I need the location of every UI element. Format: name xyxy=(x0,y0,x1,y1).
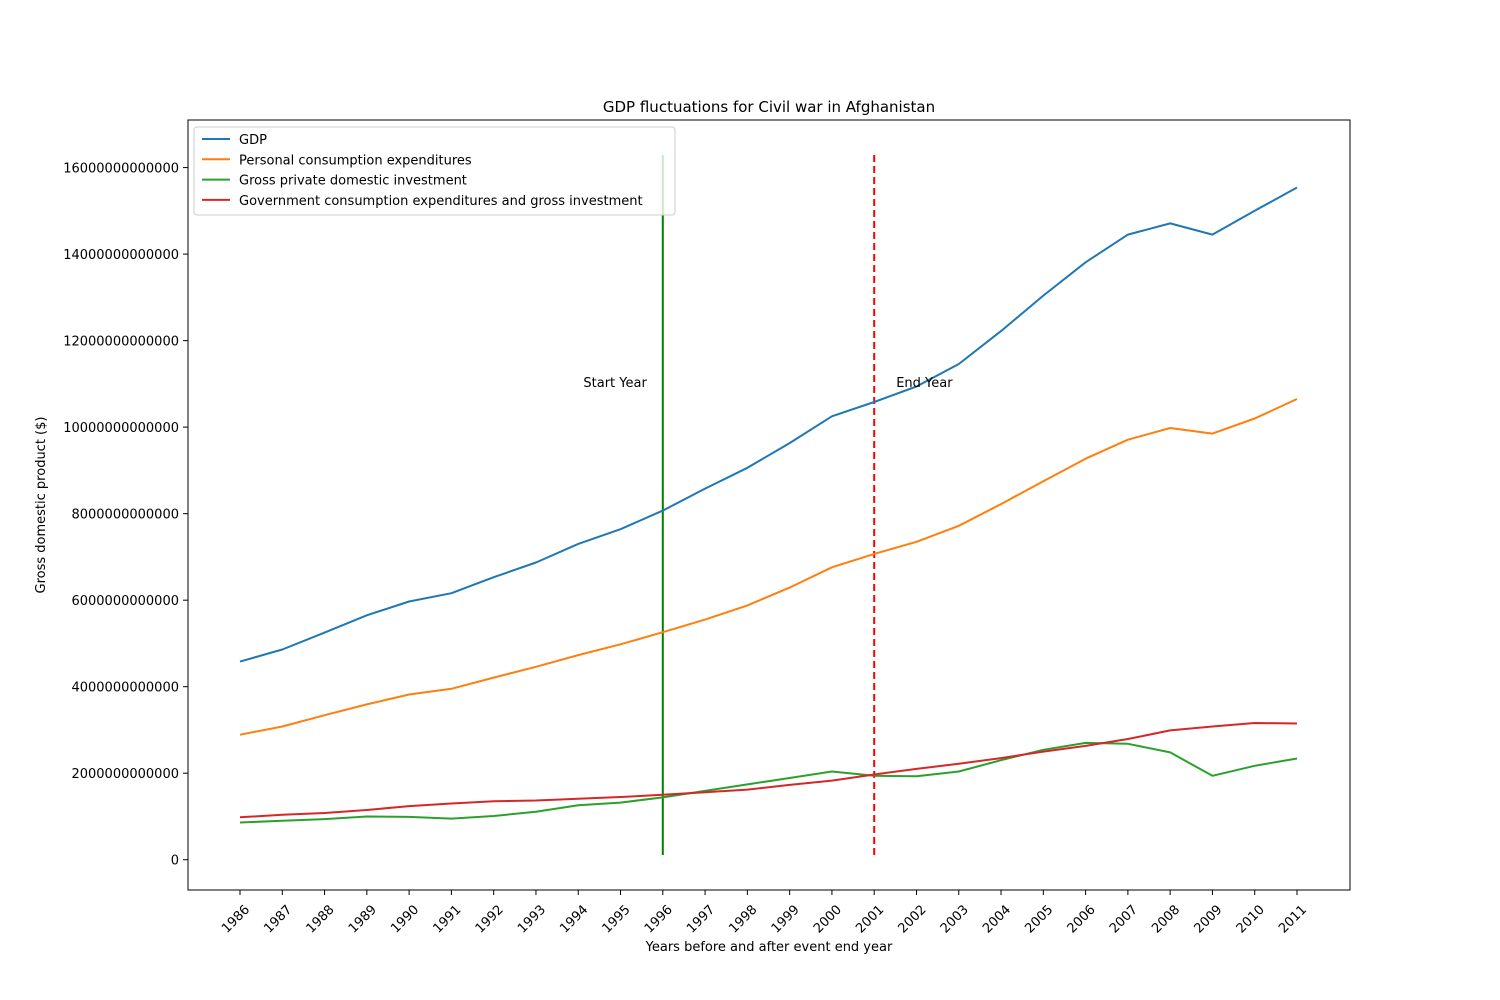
x-tick-label: 1990 xyxy=(388,902,422,936)
x-axis-label: Years before and after event end year xyxy=(645,940,893,955)
x-tick-label: 2001 xyxy=(853,902,887,936)
annotation-end-year: End Year xyxy=(896,376,953,391)
x-tick-label: 1999 xyxy=(769,902,803,936)
legend-label-2: Gross private domestic investment xyxy=(239,174,467,189)
y-tick-label: 10000000000000 xyxy=(63,421,179,436)
x-tick-label: 2002 xyxy=(896,902,930,936)
x-tick-label: 1986 xyxy=(219,902,253,936)
y-tick-label: 2000000000000 xyxy=(71,767,179,782)
legend: GDP Personal consumption expenditures Gros… xyxy=(193,126,676,216)
x-tick-label: 2006 xyxy=(1065,902,1099,936)
x-tick-label: 2004 xyxy=(980,902,1014,936)
series-line-0 xyxy=(239,186,1298,663)
x-tick-label: 2011 xyxy=(1276,902,1310,936)
y-tick-label: 8000000000000 xyxy=(71,508,179,523)
y-tick-label: 16000000000000 xyxy=(63,162,179,177)
series-line-1 xyxy=(239,398,1298,736)
x-tick-label: 2008 xyxy=(1149,902,1183,936)
x-tick-label: 1993 xyxy=(515,902,549,936)
x-tick-label: 1987 xyxy=(261,902,295,936)
y-tick-label: 0 xyxy=(171,854,179,869)
x-tick-label: 1992 xyxy=(473,902,507,936)
legend-label-0: GDP xyxy=(239,133,267,148)
x-tick-label: 1995 xyxy=(600,902,634,936)
y-axis: 0 2000000000000 4000000000000 6000000000000… xyxy=(63,162,188,869)
x-tick-label: 1998 xyxy=(726,902,760,936)
y-tick-label: 12000000000000 xyxy=(63,335,179,350)
plot-area: Start Year End Year xyxy=(239,155,1298,855)
x-tick-label: 2007 xyxy=(1107,902,1141,936)
y-tick-label: 14000000000000 xyxy=(63,248,179,263)
x-tick-label: 2003 xyxy=(938,902,972,936)
axes-frame xyxy=(187,119,1351,891)
y-tick-label: 4000000000000 xyxy=(71,681,179,696)
x-tick-label: 1996 xyxy=(642,902,676,936)
annotation-start-year: Start Year xyxy=(583,376,647,391)
x-tick-label: 2005 xyxy=(1022,902,1056,936)
legend-label-1: Personal consumption expenditures xyxy=(239,153,472,168)
x-axis: 1986 1987 1988 1989 1990 1991 1992 1993 1994 1995… xyxy=(219,890,1310,936)
x-tick-label: 2000 xyxy=(811,902,845,936)
series-line-2 xyxy=(239,741,1298,824)
legend-frame xyxy=(193,126,676,216)
chart-title: GDP fluctuations for Civil war in Afghan… xyxy=(603,98,935,116)
series-line-3 xyxy=(239,722,1298,819)
x-tick-label: 2009 xyxy=(1191,902,1225,936)
x-tick-label: 1997 xyxy=(684,902,718,936)
x-tick-label: 1988 xyxy=(304,902,338,936)
x-tick-label: 1991 xyxy=(430,902,464,936)
y-axis-label: Gross domestic product ($) xyxy=(34,417,49,594)
x-tick-label: 2010 xyxy=(1234,902,1268,936)
x-tick-label: 1989 xyxy=(346,902,380,936)
legend-label-3: Government consumption expenditures and … xyxy=(239,194,643,209)
x-tick-label: 1994 xyxy=(557,902,591,936)
y-tick-label: 6000000000000 xyxy=(71,594,179,609)
